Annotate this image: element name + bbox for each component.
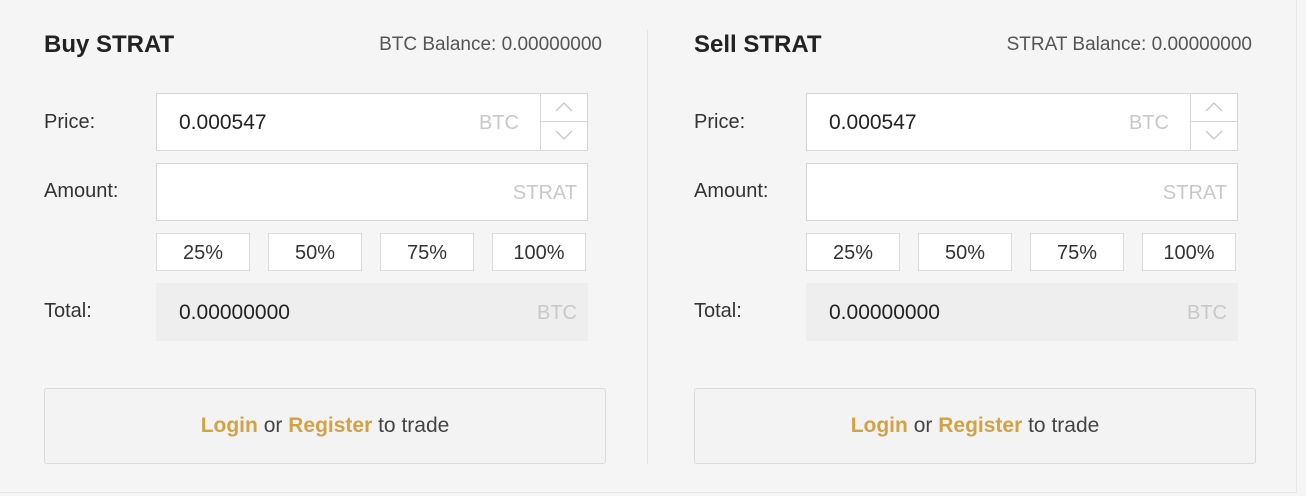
sell-total-unit: BTC bbox=[1187, 302, 1227, 324]
buy-100-percent-button[interactable]: 100% bbox=[492, 233, 586, 271]
buy-total-field: 0.00000000 BTC bbox=[156, 283, 588, 341]
buy-register-link[interactable]: Register bbox=[288, 414, 373, 437]
sell-price-unit: BTC bbox=[1129, 112, 1169, 134]
sell-total-label: Total: bbox=[694, 300, 742, 322]
buy-price-stepper[interactable] bbox=[540, 94, 587, 150]
buy-amount-label: Amount: bbox=[44, 180, 119, 202]
buy-amount-field[interactable]: STRAT bbox=[156, 163, 588, 221]
sell-amount-field[interactable]: STRAT bbox=[806, 163, 1238, 221]
chevron-down-icon bbox=[555, 130, 573, 140]
buy-25-percent-button[interactable]: 25% bbox=[156, 233, 250, 271]
sell-cta-suffix: to trade bbox=[1028, 414, 1100, 437]
sell-25-percent-button[interactable]: 25% bbox=[806, 233, 900, 271]
chevron-up-icon bbox=[1205, 102, 1223, 112]
buy-or-text: or bbox=[263, 414, 283, 437]
sell-price-field[interactable]: 0.000547 BTC bbox=[806, 93, 1238, 151]
buy-total-value: 0.00000000 bbox=[179, 301, 290, 324]
sell-or-text: or bbox=[913, 414, 933, 437]
sell-total-field: 0.00000000 BTC bbox=[806, 283, 1238, 341]
buy-price-label: Price: bbox=[44, 111, 96, 133]
sell-amount-label: Amount: bbox=[694, 180, 769, 202]
sell-login-prompt: Login or Register to trade bbox=[694, 388, 1256, 464]
sell-price-increment-button[interactable] bbox=[1191, 94, 1237, 122]
panel-divider bbox=[647, 30, 648, 464]
sell-price-decrement-button[interactable] bbox=[1191, 122, 1237, 150]
buy-price-value[interactable]: 0.000547 bbox=[179, 111, 267, 134]
sell-price-value[interactable]: 0.000547 bbox=[829, 111, 917, 134]
buy-total-unit: BTC bbox=[537, 302, 577, 324]
sell-title: Sell STRAT bbox=[694, 31, 822, 58]
sell-100-percent-button[interactable]: 100% bbox=[1142, 233, 1236, 271]
buy-total-label: Total: bbox=[44, 300, 92, 322]
buy-login-link[interactable]: Login bbox=[200, 414, 258, 437]
buy-login-prompt: Login or Register to trade bbox=[44, 388, 606, 464]
buy-price-unit: BTC bbox=[479, 112, 519, 134]
sell-balance: STRAT Balance: 0.00000000 bbox=[1006, 34, 1252, 55]
buy-percent-buttons: 25% 50% 75% 100% bbox=[156, 233, 588, 271]
sell-price-label: Price: bbox=[694, 111, 746, 133]
buy-price-increment-button[interactable] bbox=[541, 94, 587, 122]
buy-50-percent-button[interactable]: 50% bbox=[268, 233, 362, 271]
buy-panel: Buy STRAT BTC Balance: 0.00000000 Price:… bbox=[44, 0, 606, 492]
buy-title: Buy STRAT bbox=[44, 31, 175, 58]
sell-panel: Sell STRAT STRAT Balance: 0.00000000 Pri… bbox=[694, 0, 1256, 492]
sell-register-link[interactable]: Register bbox=[938, 414, 1023, 437]
chevron-up-icon bbox=[555, 102, 573, 112]
buy-price-field[interactable]: 0.000547 BTC bbox=[156, 93, 588, 151]
buy-price-decrement-button[interactable] bbox=[541, 122, 587, 150]
sell-amount-unit: STRAT bbox=[1162, 182, 1227, 204]
buy-balance: BTC Balance: 0.00000000 bbox=[379, 34, 602, 55]
chevron-down-icon bbox=[1205, 130, 1223, 140]
buy-cta-suffix: to trade bbox=[378, 414, 450, 437]
buy-75-percent-button[interactable]: 75% bbox=[380, 233, 474, 271]
sell-price-stepper[interactable] bbox=[1190, 94, 1237, 150]
sell-percent-buttons: 25% 50% 75% 100% bbox=[806, 233, 1238, 271]
sell-75-percent-button[interactable]: 75% bbox=[1030, 233, 1124, 271]
buy-amount-unit: STRAT bbox=[512, 182, 577, 204]
sell-50-percent-button[interactable]: 50% bbox=[918, 233, 1012, 271]
sell-total-value: 0.00000000 bbox=[829, 301, 940, 324]
sell-login-link[interactable]: Login bbox=[850, 414, 908, 437]
